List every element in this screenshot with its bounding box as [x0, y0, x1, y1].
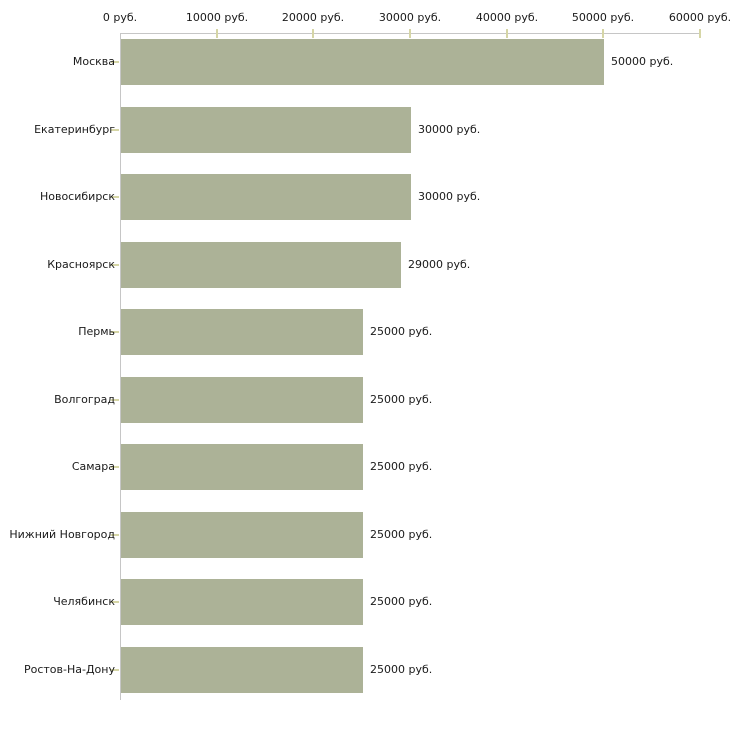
bar [121, 174, 411, 220]
value-label: 25000 руб. [370, 663, 433, 676]
y-tick [111, 399, 119, 401]
category-label: Ростов-На-Дону [23, 663, 115, 676]
y-tick [111, 196, 119, 198]
bar [121, 309, 363, 355]
y-tick [111, 331, 119, 333]
x-tick-label: 50000 руб. [571, 11, 635, 24]
category-label: Нижний Новгород [9, 528, 115, 541]
bar [121, 444, 363, 490]
x-tick-label: 20000 руб. [281, 11, 345, 24]
x-tick-label: 10000 руб. [185, 11, 249, 24]
x-tick [506, 29, 508, 38]
y-tick [111, 669, 119, 671]
value-label: 30000 руб. [418, 123, 481, 136]
value-label: 25000 руб. [370, 528, 433, 541]
category-label: Челябинск [53, 595, 115, 608]
x-tick [699, 29, 701, 38]
y-tick [111, 466, 119, 468]
value-label: 29000 руб. [408, 258, 471, 271]
y-tick [111, 534, 119, 536]
y-tick [111, 264, 119, 266]
x-tick [409, 29, 411, 38]
y-tick [111, 61, 119, 63]
x-tick-label: 30000 руб. [378, 11, 442, 24]
x-tick-label: 60000 руб. [668, 11, 730, 24]
value-label: 25000 руб. [370, 393, 433, 406]
category-label: Красноярск [47, 258, 115, 271]
bar [121, 647, 363, 693]
bar [121, 377, 363, 423]
bar [121, 39, 604, 85]
bar [121, 242, 401, 288]
bar [121, 579, 363, 625]
x-tick-label: 40000 руб. [475, 11, 539, 24]
category-label: Волгоград [54, 393, 115, 406]
value-label: 25000 руб. [370, 595, 433, 608]
x-tick [312, 29, 314, 38]
x-tick [216, 29, 218, 38]
value-label: 25000 руб. [370, 325, 433, 338]
category-label: Новосибирск [39, 190, 115, 203]
y-tick [111, 129, 119, 131]
value-label: 25000 руб. [370, 460, 433, 473]
bar [121, 107, 411, 153]
value-label: 50000 руб. [611, 55, 674, 68]
category-label: Пермь [78, 325, 115, 338]
value-label: 30000 руб. [418, 190, 481, 203]
x-tick [602, 29, 604, 38]
category-label: Екатеринбург [34, 123, 115, 136]
x-tick-label: 0 руб. [102, 11, 138, 24]
y-tick [111, 601, 119, 603]
category-label: Москва [72, 55, 115, 68]
y-axis-line [120, 33, 121, 700]
bar [121, 512, 363, 558]
category-label: Самара [71, 460, 115, 473]
